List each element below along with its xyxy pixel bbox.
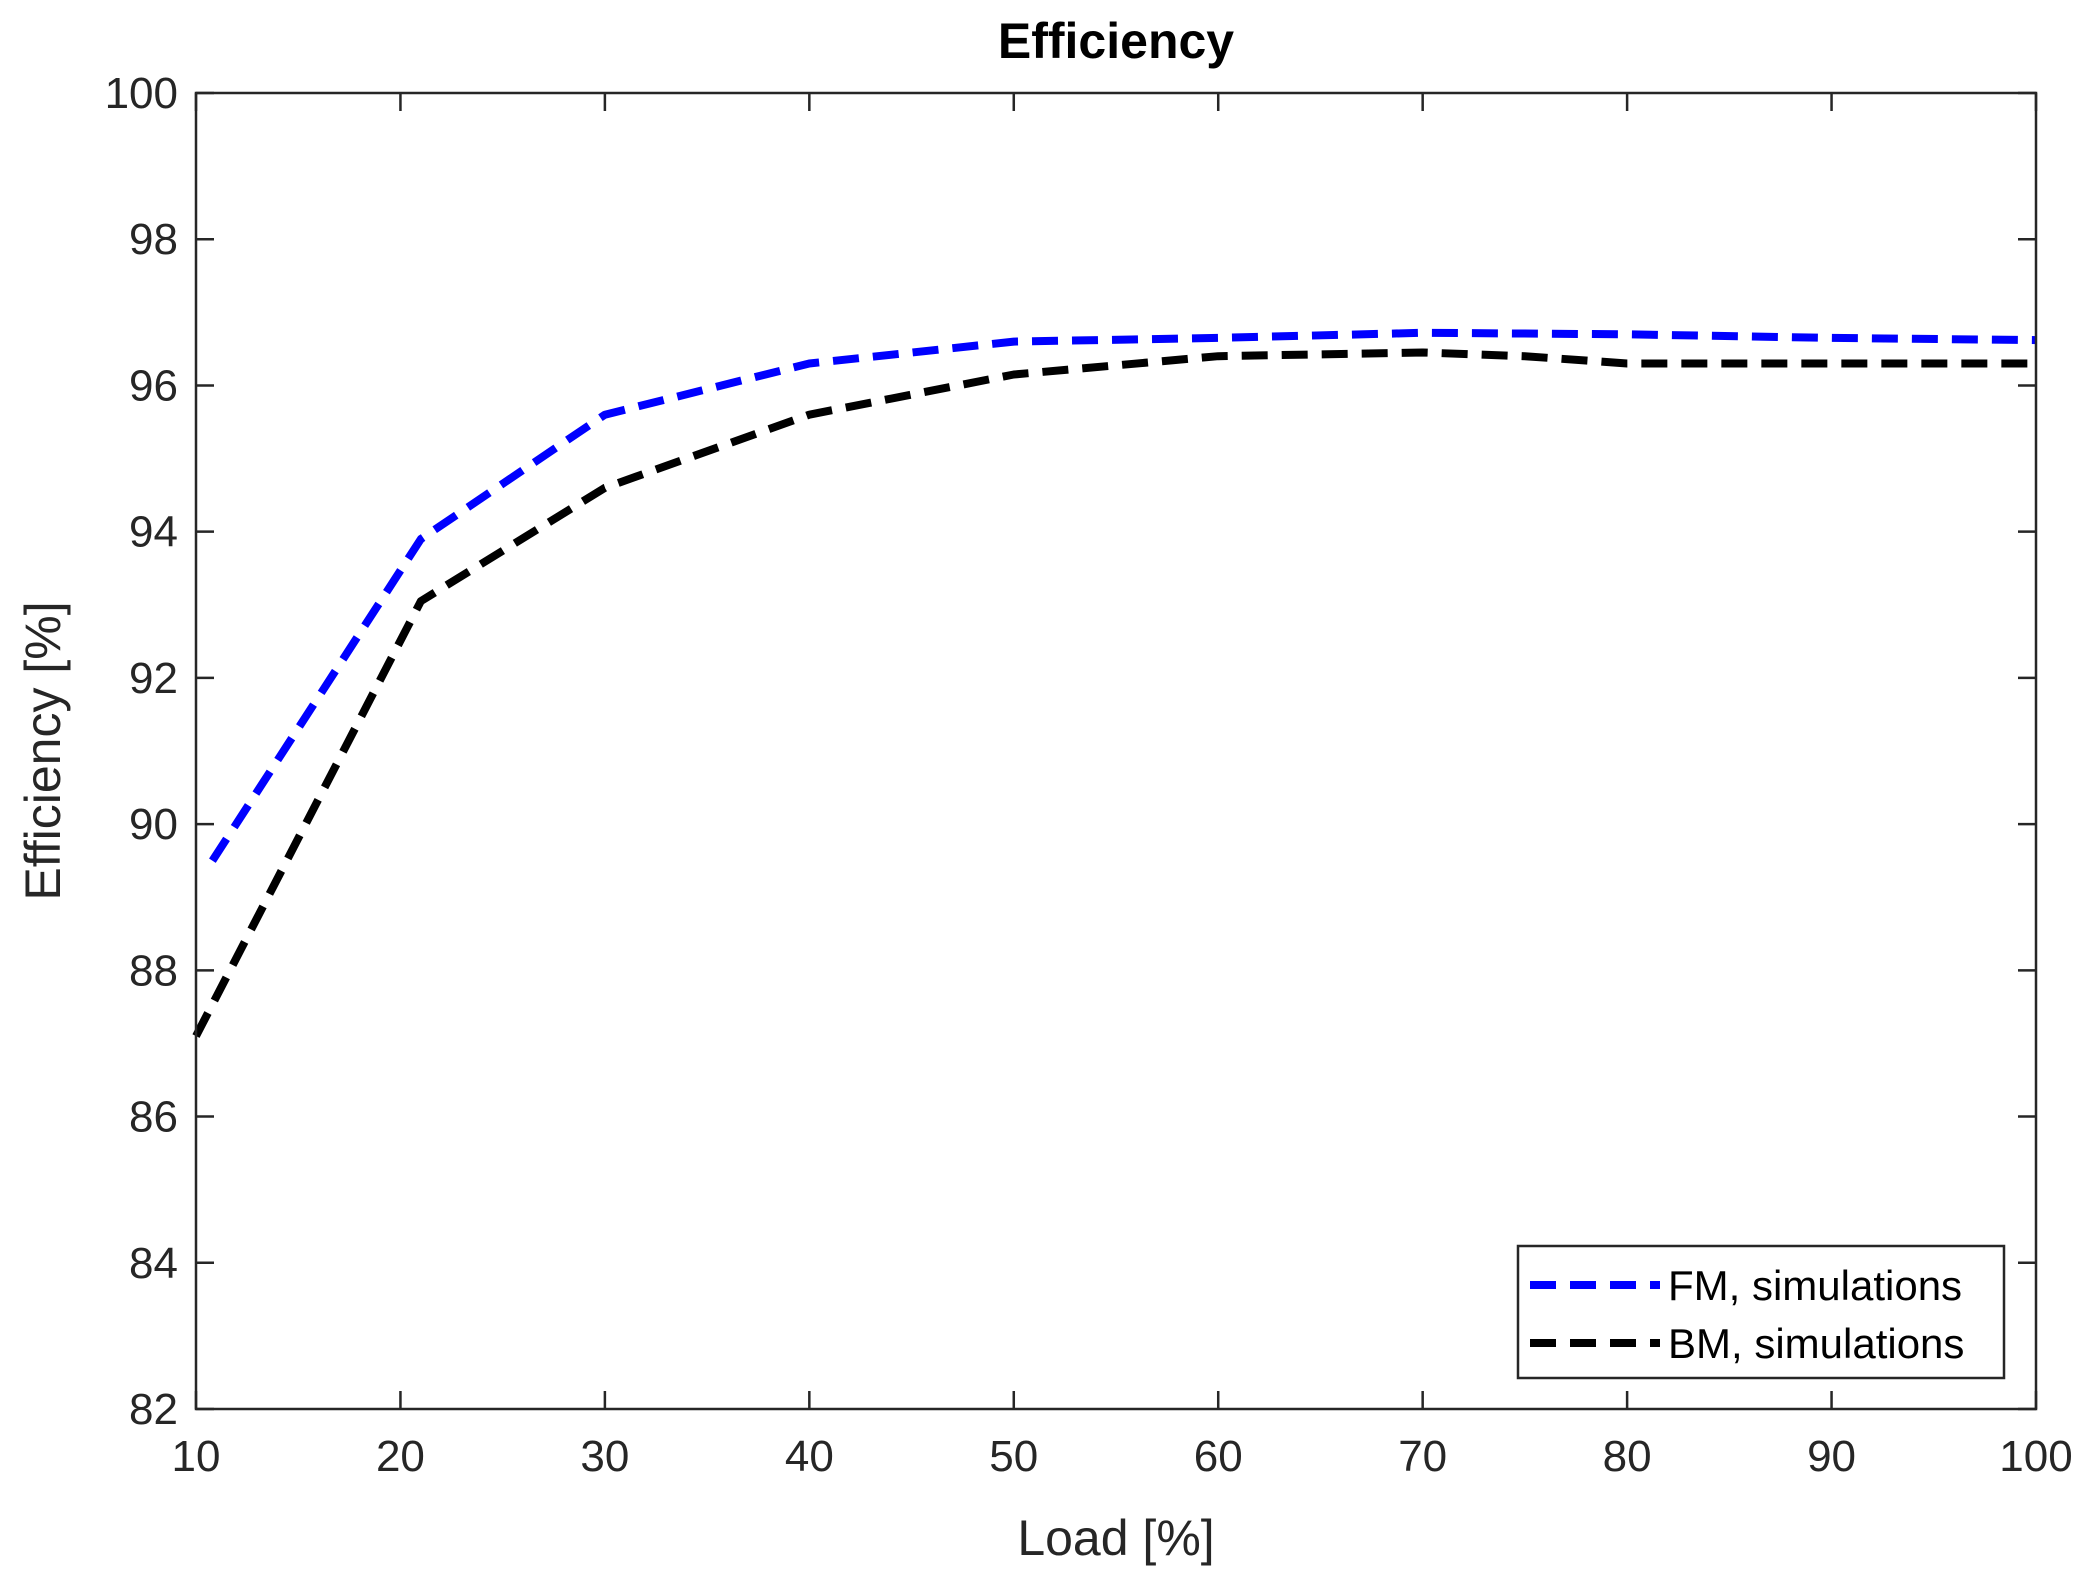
x-tick-label: 80 bbox=[1603, 1432, 1652, 1481]
x-tick-label: 100 bbox=[1999, 1432, 2072, 1481]
y-tick-label: 90 bbox=[129, 800, 178, 849]
legend-box bbox=[1516, 1244, 2006, 1380]
series-line-bm bbox=[192, 348, 2036, 1038]
y-tick-label: 98 bbox=[129, 215, 178, 264]
x-tick-label: 30 bbox=[580, 1432, 629, 1481]
legend-label-bm: BM, simulations bbox=[1668, 1320, 1964, 1367]
y-axis-label: Efficiency [%] bbox=[15, 601, 71, 900]
x-tick-label: 50 bbox=[989, 1432, 1038, 1481]
axes-box bbox=[194, 91, 2038, 1411]
legend-label-fm: FM, simulations bbox=[1668, 1262, 1962, 1309]
series-line-fm bbox=[209, 328, 2037, 863]
y-tick-label: 100 bbox=[105, 69, 178, 118]
chart-title: Efficiency bbox=[998, 13, 1234, 69]
y-tick-label: 92 bbox=[129, 654, 178, 703]
y-tick-label: 88 bbox=[129, 946, 178, 995]
x-tick-label: 40 bbox=[785, 1432, 834, 1481]
y-axis-ticks: 82 84 86 88 90 92 94 96 98 100 bbox=[105, 69, 2036, 1434]
plot-area bbox=[196, 93, 2036, 1409]
x-tick-label: 20 bbox=[376, 1432, 425, 1481]
x-tick-label: 10 bbox=[172, 1432, 221, 1481]
x-tick-label: 60 bbox=[1194, 1432, 1243, 1481]
x-axis-label: Load [%] bbox=[1017, 1510, 1214, 1566]
legend: FM, simulations BM, simulations bbox=[1516, 1244, 2006, 1380]
y-tick-label: 94 bbox=[129, 508, 178, 557]
x-tick-label: 90 bbox=[1807, 1432, 1856, 1481]
y-tick-label: 82 bbox=[129, 1385, 178, 1434]
y-tick-label: 96 bbox=[129, 361, 178, 410]
y-tick-label: 86 bbox=[129, 1093, 178, 1142]
series-layer bbox=[192, 328, 2037, 1038]
y-tick-label: 84 bbox=[129, 1239, 178, 1288]
x-tick-label: 70 bbox=[1398, 1432, 1447, 1481]
x-axis-ticks: 10 20 30 40 50 60 70 80 90 100 bbox=[172, 93, 2073, 1481]
